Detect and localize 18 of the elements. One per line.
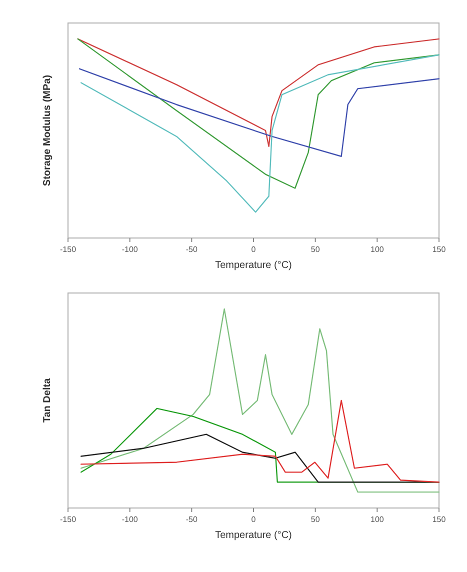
x-tick-label: -50 bbox=[186, 245, 198, 254]
x-tick-label: -150 bbox=[60, 515, 77, 524]
x-tick-label: 0 bbox=[251, 245, 256, 254]
x-tick-label: 100 bbox=[370, 245, 384, 254]
x-axis-title: Temperature (°C) bbox=[215, 530, 292, 541]
x-tick-label: 150 bbox=[432, 245, 446, 254]
x-tick-label: 50 bbox=[310, 515, 320, 524]
y-axis-title: Storage Modulus (MPa) bbox=[42, 74, 53, 186]
x-tick-label: 100 bbox=[370, 515, 384, 524]
x-tick-label: 0 bbox=[251, 515, 256, 524]
x-tick-label: -100 bbox=[122, 245, 138, 254]
x-tick-label: -150 bbox=[60, 245, 77, 254]
x-tick-label: 50 bbox=[310, 245, 320, 254]
y-axis-title: Tan Delta bbox=[42, 378, 53, 423]
x-tick-label: 150 bbox=[432, 515, 446, 524]
x-tick-label: -100 bbox=[122, 515, 138, 524]
x-axis-title: Temperature (°C) bbox=[215, 260, 292, 271]
x-tick-label: -50 bbox=[186, 515, 198, 524]
